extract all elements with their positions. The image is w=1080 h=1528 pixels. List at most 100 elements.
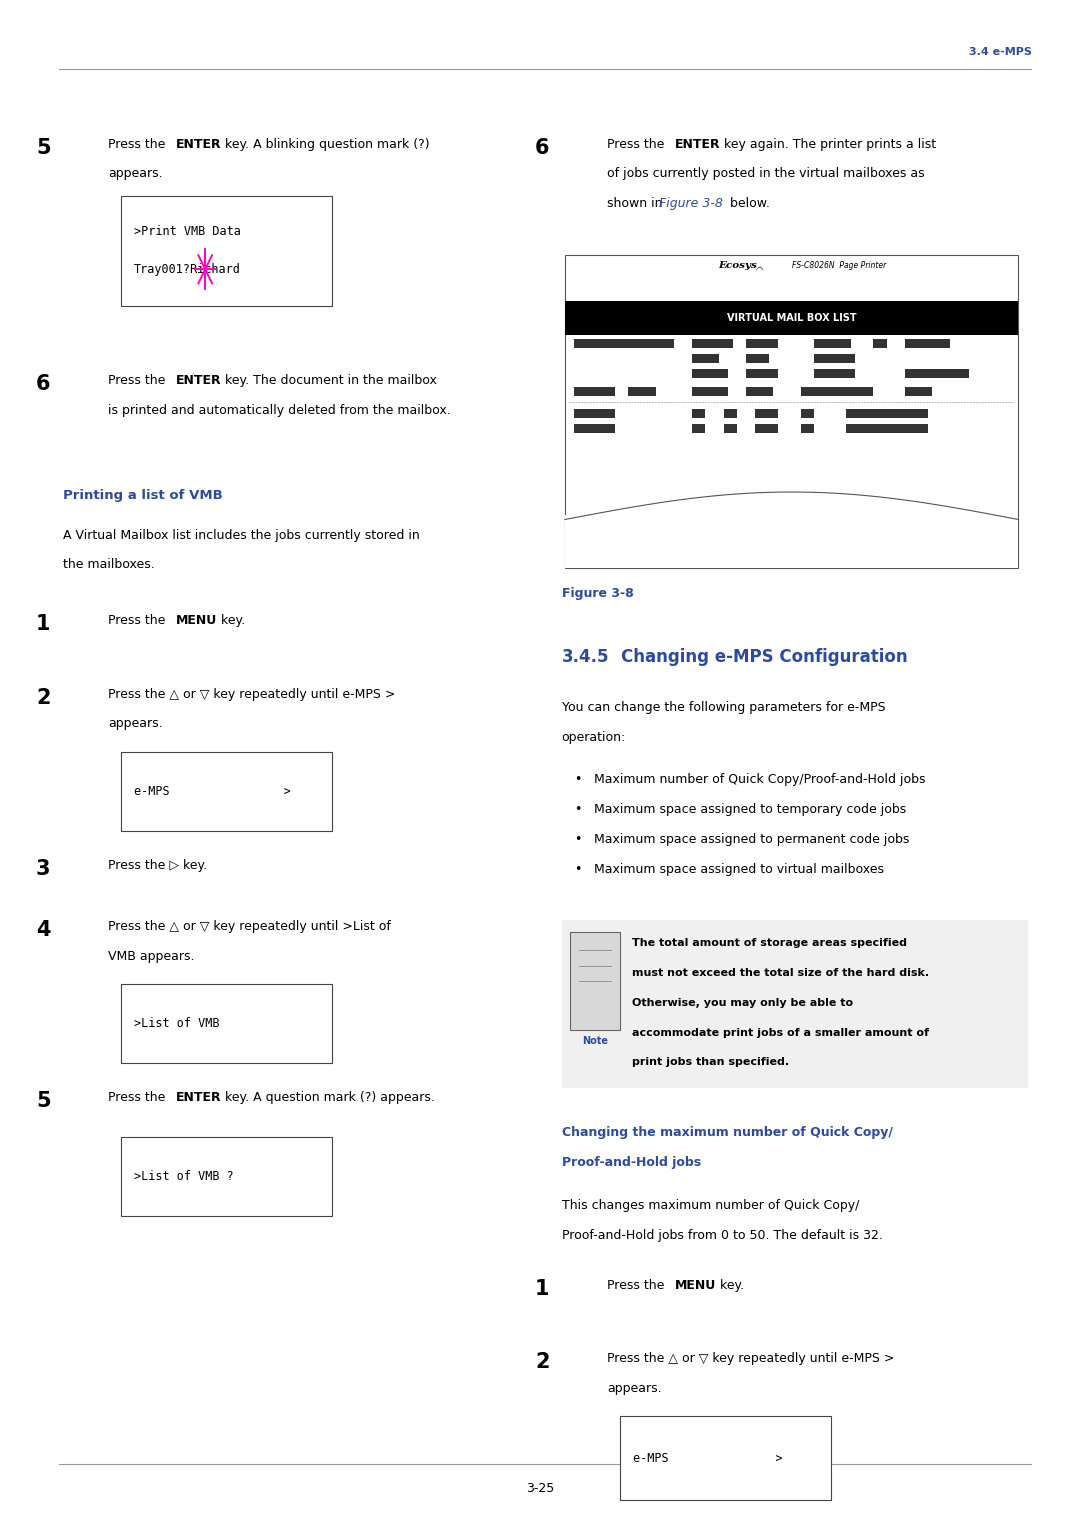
Text: 1: 1 xyxy=(535,1279,550,1299)
Text: •: • xyxy=(575,862,582,876)
Text: appears.: appears. xyxy=(607,1383,662,1395)
Text: key. The document in the mailbox: key. The document in the mailbox xyxy=(221,374,437,388)
FancyBboxPatch shape xyxy=(724,410,738,419)
Text: appears.: appears. xyxy=(108,717,163,730)
Text: 3.4 e-MPS: 3.4 e-MPS xyxy=(969,46,1031,57)
FancyBboxPatch shape xyxy=(121,1137,332,1216)
Text: below.: below. xyxy=(726,197,770,211)
Text: Press the: Press the xyxy=(108,374,170,388)
Text: >List of VMB: >List of VMB xyxy=(134,1018,219,1030)
Text: Ecosys: Ecosys xyxy=(718,261,757,270)
FancyBboxPatch shape xyxy=(565,301,1018,335)
FancyBboxPatch shape xyxy=(629,387,656,396)
Text: operation:: operation: xyxy=(562,732,625,744)
Text: e-MPS                >: e-MPS > xyxy=(134,785,291,798)
FancyBboxPatch shape xyxy=(814,339,851,348)
FancyBboxPatch shape xyxy=(905,339,950,348)
Text: Otherwise, you may only be able to: Otherwise, you may only be able to xyxy=(632,998,853,1008)
Text: key.: key. xyxy=(716,1279,744,1293)
FancyBboxPatch shape xyxy=(800,410,814,419)
FancyBboxPatch shape xyxy=(905,368,969,377)
FancyBboxPatch shape xyxy=(692,354,719,364)
FancyBboxPatch shape xyxy=(746,354,769,364)
Text: >Print VMB Data: >Print VMB Data xyxy=(134,225,241,238)
Text: ENTER: ENTER xyxy=(176,1091,221,1105)
Text: accommodate print jobs of a smaller amount of: accommodate print jobs of a smaller amou… xyxy=(632,1028,929,1038)
Text: 3: 3 xyxy=(36,859,51,879)
Text: MENU: MENU xyxy=(675,1279,716,1293)
Text: 3-25: 3-25 xyxy=(526,1482,554,1496)
FancyBboxPatch shape xyxy=(755,410,778,419)
Text: Proof-and-Hold jobs: Proof-and-Hold jobs xyxy=(562,1157,701,1169)
FancyBboxPatch shape xyxy=(565,515,1018,568)
Text: print jobs than specified.: print jobs than specified. xyxy=(632,1057,788,1068)
FancyBboxPatch shape xyxy=(814,368,855,377)
FancyBboxPatch shape xyxy=(121,984,332,1063)
Text: •: • xyxy=(575,833,582,847)
Text: >List of VMB ?: >List of VMB ? xyxy=(134,1170,233,1183)
FancyBboxPatch shape xyxy=(692,423,705,432)
Text: Press the: Press the xyxy=(108,138,170,151)
Text: The total amount of storage areas specified: The total amount of storage areas specif… xyxy=(632,938,907,949)
Text: FS-C8026N  Page Printer: FS-C8026N Page Printer xyxy=(792,261,886,270)
Text: Press the ▷ key.: Press the ▷ key. xyxy=(108,859,207,872)
FancyBboxPatch shape xyxy=(565,255,1018,568)
Text: Note: Note xyxy=(582,1036,608,1047)
Text: shown in: shown in xyxy=(607,197,666,211)
FancyBboxPatch shape xyxy=(121,752,332,831)
Text: Press the: Press the xyxy=(607,138,669,151)
Text: 5: 5 xyxy=(36,1091,51,1111)
Text: Figure 3-8: Figure 3-8 xyxy=(562,587,633,601)
Text: Press the: Press the xyxy=(607,1279,669,1293)
Text: Maximum space assigned to temporary code jobs: Maximum space assigned to temporary code… xyxy=(594,804,906,816)
Text: VMB appears.: VMB appears. xyxy=(108,949,194,963)
Text: Press the △ or ▽ key repeatedly until e-MPS >: Press the △ or ▽ key repeatedly until e-… xyxy=(607,1352,894,1366)
FancyBboxPatch shape xyxy=(573,339,674,348)
FancyBboxPatch shape xyxy=(800,387,874,396)
Text: key.: key. xyxy=(217,614,245,628)
Text: Changing e-MPS Configuration: Changing e-MPS Configuration xyxy=(621,648,907,666)
FancyBboxPatch shape xyxy=(846,423,928,432)
Text: Changing the maximum number of Quick Copy/: Changing the maximum number of Quick Cop… xyxy=(562,1126,892,1140)
Text: Press the △ or ▽ key repeatedly until >List of: Press the △ or ▽ key repeatedly until >L… xyxy=(108,920,391,934)
FancyBboxPatch shape xyxy=(573,410,615,419)
Text: must not exceed the total size of the hard disk.: must not exceed the total size of the ha… xyxy=(632,969,929,978)
Text: key. A blinking question mark (?): key. A blinking question mark (?) xyxy=(221,138,430,151)
Text: You can change the following parameters for e-MPS: You can change the following parameters … xyxy=(562,701,886,715)
FancyBboxPatch shape xyxy=(692,387,728,396)
FancyBboxPatch shape xyxy=(692,339,732,348)
Text: Press the: Press the xyxy=(108,614,170,628)
Text: Press the △ or ▽ key repeatedly until e-MPS >: Press the △ or ▽ key repeatedly until e-… xyxy=(108,688,395,701)
FancyBboxPatch shape xyxy=(746,339,778,348)
FancyBboxPatch shape xyxy=(562,920,1028,1088)
Text: 2: 2 xyxy=(36,688,51,707)
FancyBboxPatch shape xyxy=(724,423,738,432)
FancyBboxPatch shape xyxy=(800,423,814,432)
Text: e-MPS               >: e-MPS > xyxy=(633,1452,783,1465)
Text: MENU: MENU xyxy=(176,614,217,628)
Text: Maximum space assigned to virtual mailboxes: Maximum space assigned to virtual mailbo… xyxy=(594,862,885,876)
FancyBboxPatch shape xyxy=(746,387,773,396)
FancyBboxPatch shape xyxy=(573,423,615,432)
Text: This changes maximum number of Quick Copy/: This changes maximum number of Quick Cop… xyxy=(562,1199,859,1213)
Text: 1: 1 xyxy=(36,614,51,634)
FancyBboxPatch shape xyxy=(905,387,932,396)
Text: Proof-and-Hold jobs from 0 to 50. The default is 32.: Proof-and-Hold jobs from 0 to 50. The de… xyxy=(562,1230,882,1242)
Text: VIRTUAL MAIL BOX LIST: VIRTUAL MAIL BOX LIST xyxy=(727,313,856,322)
FancyBboxPatch shape xyxy=(755,423,778,432)
Text: Figure 3-8: Figure 3-8 xyxy=(659,197,723,211)
Text: of jobs currently posted in the virtual mailboxes as: of jobs currently posted in the virtual … xyxy=(607,167,924,180)
Text: Press the: Press the xyxy=(108,1091,170,1105)
Text: Tray001?Richard: Tray001?Richard xyxy=(134,263,241,277)
FancyBboxPatch shape xyxy=(620,1416,831,1500)
FancyBboxPatch shape xyxy=(874,339,887,348)
FancyBboxPatch shape xyxy=(692,410,705,419)
FancyBboxPatch shape xyxy=(692,368,728,377)
Text: key again. The printer prints a list: key again. The printer prints a list xyxy=(720,138,936,151)
Text: •: • xyxy=(575,773,582,787)
Text: ENTER: ENTER xyxy=(176,138,221,151)
FancyBboxPatch shape xyxy=(846,410,928,419)
Text: the mailboxes.: the mailboxes. xyxy=(63,558,154,571)
Text: ◠: ◠ xyxy=(755,264,762,274)
Text: ENTER: ENTER xyxy=(176,374,221,388)
